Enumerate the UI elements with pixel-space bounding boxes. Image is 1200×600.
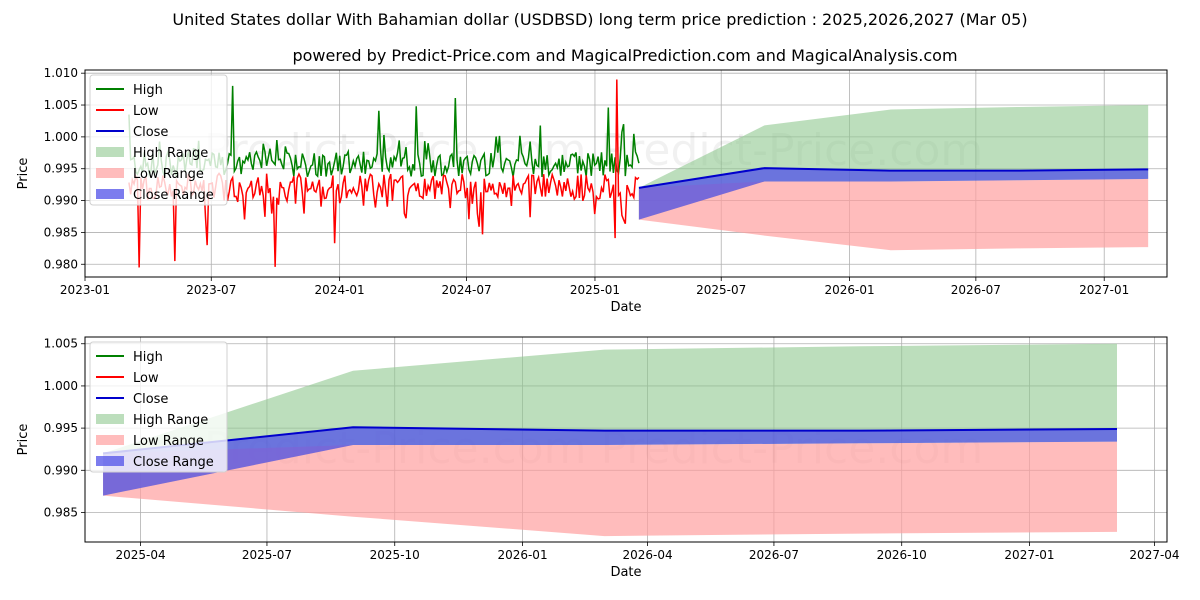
legend-swatch-low-range	[96, 435, 124, 445]
x-tick-label: 2026-07	[951, 283, 1001, 297]
close-range-band	[638, 168, 1149, 220]
x-axis-label: Date	[610, 300, 641, 315]
y-axis-label: Price	[16, 424, 31, 456]
x-tick-label: 2024-01	[315, 283, 365, 297]
x-tick-label: 2026-01	[497, 548, 547, 562]
plot-area	[102, 343, 1118, 537]
y-tick-label: 1.000	[44, 130, 78, 144]
legend-label-low-range: Low Range	[133, 167, 204, 182]
x-tick-label: 2025-10	[370, 548, 420, 562]
x-tick-label: 2024-07	[442, 283, 492, 297]
legend-box	[89, 74, 228, 206]
x-tick-label: 2026-07	[749, 548, 799, 562]
x-axis-label: Date	[610, 565, 641, 580]
y-tick-label: 1.005	[44, 98, 78, 112]
close-series-line	[102, 426, 1118, 455]
y-tick-label: 0.980	[44, 257, 78, 271]
y-tick-label: 0.985	[44, 225, 78, 239]
legend-label-high-range: High Range	[133, 146, 208, 161]
axes-frame	[84, 336, 1168, 543]
y-tick-label: 0.990	[44, 463, 78, 477]
y-tick-label: 0.990	[44, 194, 78, 208]
panel-long-term: 2023-01 2023-07 2024-01 2024-07 2025-01 2025-…	[16, 66, 1168, 315]
legend: High Low Close High Range Low Range Close Ran…	[89, 74, 228, 206]
legend-label-close: Close	[133, 125, 168, 140]
y-tick-label: 0.995	[44, 421, 78, 435]
low-range-band	[638, 178, 1149, 251]
y-tick-label: 0.995	[44, 162, 78, 176]
chart-title: United States dollar With Bahamian dolla…	[172, 10, 1027, 29]
high-range-band	[638, 105, 1149, 220]
y-tick-label: 1.010	[44, 66, 78, 80]
legend-swatch-close-range	[96, 189, 124, 199]
x-tick-label: 2026-01	[825, 283, 875, 297]
legend-box	[89, 341, 228, 473]
x-tick-label: 2025-07	[242, 548, 292, 562]
high-range-band	[103, 343, 1117, 496]
legend-swatch-high-range	[96, 147, 124, 157]
legend-swatch-close-range	[96, 456, 124, 466]
legend-label-high: High	[133, 350, 163, 365]
x-tick-label: 2025-04	[115, 548, 165, 562]
y-tick-label: 0.985	[44, 505, 78, 519]
legend-label-close-range: Close Range	[133, 188, 214, 203]
plot-area	[128, 79, 1149, 268]
x-tick-label: 2023-01	[60, 283, 110, 297]
y-tick-label: 1.005	[44, 337, 78, 351]
x-tick-label: 2023-07	[186, 283, 236, 297]
x-tick-label: 2025-01	[570, 283, 620, 297]
legend: High Low Close High Range Low Range Close Ran…	[89, 341, 228, 473]
x-tick-label: 2027-04	[1129, 548, 1179, 562]
x-tick-label: 2027-01	[1079, 283, 1129, 297]
legend-label-low-range: Low Range	[133, 434, 204, 449]
axes-frame	[84, 69, 1168, 278]
panel-forecast-zoom: 2025-04 2025-07 2025-10 2026-01 2026-04 2026-…	[16, 336, 1180, 580]
chart-subtitle: powered by Predict-Price.com and Magical…	[292, 46, 957, 65]
legend-label-high-range: High Range	[133, 413, 208, 428]
x-tick-label: 2025-07	[696, 283, 746, 297]
legend-label-low: Low	[133, 371, 159, 386]
close-range-band	[103, 427, 1117, 496]
x-tick-label: 2026-10	[877, 548, 927, 562]
low-range-band	[103, 441, 1117, 537]
x-tick-label: 2027-01	[1004, 548, 1054, 562]
legend-label-close-range: Close Range	[133, 455, 214, 470]
y-tick-label: 1.000	[44, 379, 78, 393]
y-axis-label: Price	[16, 158, 31, 190]
legend-label-close: Close	[133, 392, 168, 407]
close-series-line	[638, 167, 1149, 189]
legend-swatch-low-range	[96, 168, 124, 178]
x-tick-label: 2026-04	[622, 548, 672, 562]
legend-swatch-high-range	[96, 414, 124, 424]
legend-label-high: High	[133, 83, 163, 98]
legend-label-low: Low	[133, 104, 159, 119]
